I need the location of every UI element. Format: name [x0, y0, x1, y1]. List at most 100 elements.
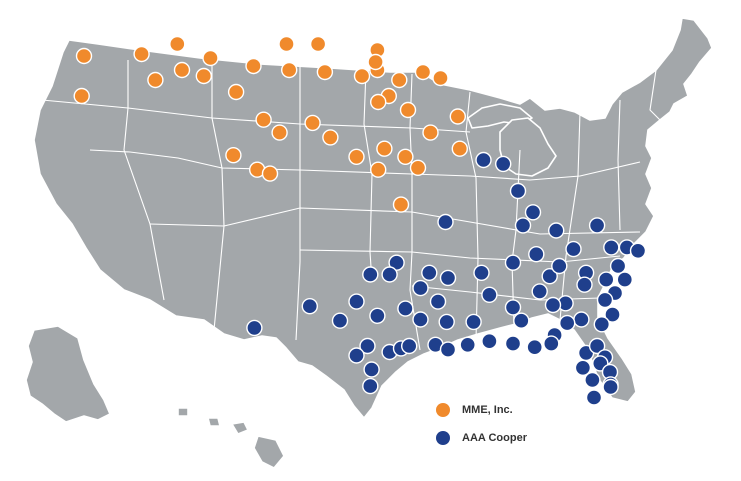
aaa-cooper-terminal-marker [438, 313, 455, 331]
aaa-cooper-terminal-marker [369, 307, 386, 324]
aaa-cooper-terminal-marker [513, 312, 530, 329]
aaa-cooper-terminal-marker [524, 204, 542, 221]
aaa-cooper-terminal-marker [543, 335, 560, 352]
aaa-cooper-terminal-marker [574, 359, 592, 376]
mme-terminal-marker [202, 49, 219, 67]
aaa-cooper-terminal-marker [437, 213, 454, 231]
aaa-cooper-terminal-marker [481, 333, 498, 350]
state-border-line [89, 149, 641, 181]
mme-terminal-marker [225, 146, 242, 164]
state-border-line [409, 73, 421, 351]
legend-item-mme: MME, Inc. [436, 400, 513, 420]
state-border-line [299, 249, 621, 263]
aaa-cooper-terminal-marker [548, 222, 565, 239]
mme-terminal-marker [255, 111, 272, 128]
aaa-cooper-terminal-marker [504, 299, 522, 316]
aaa-cooper-terminal-marker [459, 336, 476, 353]
aaa-cooper-terminal-marker [401, 337, 418, 355]
orange-circle-icon [436, 403, 450, 417]
aaa-cooper-terminal-marker [495, 155, 512, 173]
aaa-cooper-terminal-marker [381, 266, 398, 283]
contiguous-us-landmass [33, 17, 713, 419]
aaa-cooper-terminal-marker [559, 314, 576, 332]
aaa-cooper-terminal-marker [602, 378, 619, 396]
aaa-cooper-terminal-marker [531, 283, 548, 300]
mme-terminal-marker [261, 165, 279, 182]
mme-terminal-marker [397, 148, 414, 166]
hawaii-big-island [253, 435, 285, 469]
aaa-cooper-terminal-marker [509, 182, 527, 200]
mme-terminal-marker [281, 61, 298, 79]
aaa-cooper-terminal-marker [528, 245, 545, 263]
aaa-cooper-terminal-marker [551, 257, 568, 275]
mme-terminal-marker [422, 124, 439, 141]
mme-terminal-marker [73, 87, 90, 105]
aaa-cooper-terminal-marker [603, 239, 620, 256]
aaa-cooper-terminal-marker [363, 361, 380, 378]
mme-terminal-marker [399, 101, 417, 119]
mme-terminal-marker [75, 47, 93, 65]
aaa-cooper-terminal-marker [541, 268, 558, 285]
aaa-cooper-terminal-marker [576, 276, 593, 293]
aaa-cooper-terminal-marker [629, 242, 647, 260]
aaa-cooper-terminal-marker [362, 266, 379, 283]
aaa-cooper-terminal-marker [475, 151, 492, 169]
aaa-cooper-terminal-marker [388, 254, 405, 271]
aaa-cooper-terminal-marker [348, 347, 365, 364]
mme-terminal-marker [353, 67, 371, 85]
aaa-cooper-terminal-marker [465, 313, 482, 331]
legend-item-aaa-cooper: AAA Cooper [436, 428, 527, 448]
state-border-line [465, 91, 479, 341]
aaa-cooper-terminal-marker [504, 335, 522, 352]
state-border-line [295, 66, 301, 341]
aaa-cooper-terminal-markers [246, 151, 647, 406]
mme-terminal-marker [432, 69, 449, 87]
aaa-cooper-terminal-marker [514, 217, 532, 234]
aaa-cooper-terminal-marker [609, 257, 627, 275]
state-border-line [617, 99, 621, 231]
mme-terminal-marker [414, 63, 432, 81]
mme-terminal-marker [348, 148, 365, 166]
hawaii-oahu [207, 417, 221, 427]
aaa-cooper-terminal-marker [565, 240, 582, 258]
aaa-cooper-terminal-marker [573, 311, 590, 328]
mme-terminal-marker [195, 67, 213, 85]
hawaii-kauai [177, 407, 189, 417]
map-legend: MME, Inc. AAA Cooper [436, 400, 586, 450]
aaa-cooper-terminal-marker [593, 316, 610, 333]
mme-terminal-marker [409, 159, 427, 177]
aaa-cooper-terminal-marker [246, 319, 263, 337]
aaa-cooper-terminal-marker [598, 271, 615, 288]
aaa-cooper-terminal-marker [584, 371, 601, 389]
aaa-cooper-terminal-marker [544, 296, 562, 314]
mme-terminal-marker [147, 71, 164, 89]
aaa-cooper-terminal-marker [604, 306, 621, 323]
mme-terminal-marker [451, 140, 468, 157]
aaa-cooper-terminal-marker [359, 337, 376, 355]
state-border-line [559, 111, 581, 321]
mme-terminal-marker [376, 140, 393, 157]
state-border-line [123, 60, 165, 301]
mme-terminal-marker [271, 124, 288, 141]
mme-terminal-marker [245, 57, 262, 75]
mme-terminal-marker [316, 63, 334, 81]
mme-terminal-marker [304, 114, 321, 132]
aaa-cooper-terminal-marker [362, 377, 379, 395]
mme-terminal-marker [322, 129, 339, 146]
mme-terminal-marker [449, 108, 466, 125]
mme-terminal-marker [370, 161, 387, 178]
aaa-cooper-terminal-marker [585, 389, 603, 406]
aaa-cooper-terminal-marker [588, 337, 606, 355]
aaa-cooper-terminal-marker [588, 217, 606, 234]
aaa-cooper-terminal-marker [439, 341, 457, 358]
land-layer [25, 17, 713, 469]
mme-terminal-marker [370, 93, 387, 111]
aaa-cooper-terminal-marker [429, 293, 447, 310]
aaa-cooper-terminal-marker [301, 298, 318, 315]
aaa-cooper-terminal-marker [473, 264, 490, 281]
aaa-cooper-terminal-marker [504, 254, 522, 271]
aaa-cooper-terminal-marker [526, 339, 543, 356]
hawaii-maui [231, 421, 249, 435]
aaa-cooper-terminal-marker [412, 279, 429, 297]
mme-terminal-marker [169, 35, 186, 53]
